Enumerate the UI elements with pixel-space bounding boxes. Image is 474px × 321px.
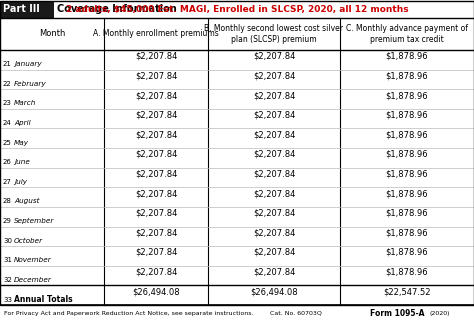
Text: $2,207.84: $2,207.84 [135,248,177,257]
Text: $1,878.96: $1,878.96 [386,111,428,120]
Text: $1,878.96: $1,878.96 [386,228,428,237]
Text: $1,878.96: $1,878.96 [386,209,428,218]
Text: $1,878.96: $1,878.96 [386,150,428,159]
Text: $2,207.84: $2,207.84 [135,267,177,277]
Text: 23: 23 [3,100,12,106]
Text: $2,207.84: $2,207.84 [253,228,295,237]
Text: 28: 28 [3,198,12,204]
Text: 22: 22 [3,81,12,87]
Text: 27: 27 [3,179,12,185]
Text: Cat. No. 60703Q: Cat. No. 60703Q [270,310,322,316]
Text: Part III: Part III [3,4,40,14]
Text: 31: 31 [3,257,12,263]
Text: $2,207.84: $2,207.84 [253,150,295,159]
Text: $2,207.84: $2,207.84 [253,71,295,80]
Text: $2,207.84: $2,207.84 [135,150,177,159]
Text: $1,878.96: $1,878.96 [386,248,428,257]
Text: A. Monthly enrollment premiums: A. Monthly enrollment premiums [93,30,219,39]
Text: $2,207.84: $2,207.84 [135,71,177,80]
Text: $2,207.84: $2,207.84 [135,91,177,100]
Text: $2,207.84: $2,207.84 [253,91,295,100]
Text: December: December [14,277,52,283]
Text: $2,207.84: $2,207.84 [253,111,295,120]
Text: $2,207.84: $2,207.84 [253,267,295,277]
Text: $1,878.96: $1,878.96 [386,91,428,100]
Text: $1,878.96: $1,878.96 [386,267,428,277]
Text: 2 adults, $45,000 Est. MAGI, Enrolled in SLCSP, 2020, all 12 months: 2 adults, $45,000 Est. MAGI, Enrolled in… [66,5,408,14]
Text: Month: Month [39,30,65,39]
Text: June: June [14,159,30,165]
Text: September: September [14,218,55,224]
Text: 25: 25 [3,140,12,146]
Text: $1,878.96: $1,878.96 [386,52,428,61]
Text: $1,878.96: $1,878.96 [386,169,428,178]
Text: C. Monthly advance payment of
premium tax credit: C. Monthly advance payment of premium ta… [346,24,468,44]
Text: $2,207.84: $2,207.84 [253,130,295,139]
Text: Coverage Information: Coverage Information [57,4,177,14]
Text: $2,207.84: $2,207.84 [135,130,177,139]
Bar [0,1,54,18]
Text: $2,207.84: $2,207.84 [135,189,177,198]
Text: $2,207.84: $2,207.84 [253,169,295,178]
Text: January: January [14,61,42,67]
Text: Form 1095-A: Form 1095-A [370,308,425,317]
Text: $2,207.84: $2,207.84 [253,52,295,61]
Text: February: February [14,81,46,87]
Text: March: March [14,100,36,106]
Text: $1,878.96: $1,878.96 [386,71,428,80]
Text: $2,207.84: $2,207.84 [135,209,177,218]
Text: May: May [14,140,29,146]
Text: $1,878.96: $1,878.96 [386,130,428,139]
Text: 29: 29 [3,218,12,224]
Text: April: April [14,120,31,126]
Text: $2,207.84: $2,207.84 [135,169,177,178]
Text: $1,878.96: $1,878.96 [386,189,428,198]
Text: $2,207.84: $2,207.84 [135,111,177,120]
Text: $22,547.52: $22,547.52 [383,287,431,296]
Text: $2,207.84: $2,207.84 [253,209,295,218]
Text: For Privacy Act and Paperwork Reduction Act Notice, see separate instructions.: For Privacy Act and Paperwork Reduction … [4,310,254,316]
Text: October: October [14,238,43,244]
Text: July: July [14,179,27,185]
Text: $2,207.84: $2,207.84 [135,52,177,61]
Text: B. Monthly second lowest cost silver
plan (SLCSP) premium: B. Monthly second lowest cost silver pla… [204,24,344,44]
Text: Annual Totals: Annual Totals [14,295,73,304]
Text: (2020): (2020) [430,310,450,316]
Text: 24: 24 [3,120,12,126]
Text: $2,207.84: $2,207.84 [253,189,295,198]
Text: $2,207.84: $2,207.84 [135,228,177,237]
Text: 32: 32 [3,277,12,283]
Text: 21: 21 [3,61,12,67]
Text: August: August [14,198,39,204]
Text: $26,494.08: $26,494.08 [250,287,298,296]
Text: 26: 26 [3,159,12,165]
Text: 33: 33 [3,297,12,302]
Text: $26,494.08: $26,494.08 [132,287,180,296]
Text: 30: 30 [3,238,12,244]
Text: $2,207.84: $2,207.84 [253,248,295,257]
Text: November: November [14,257,52,263]
